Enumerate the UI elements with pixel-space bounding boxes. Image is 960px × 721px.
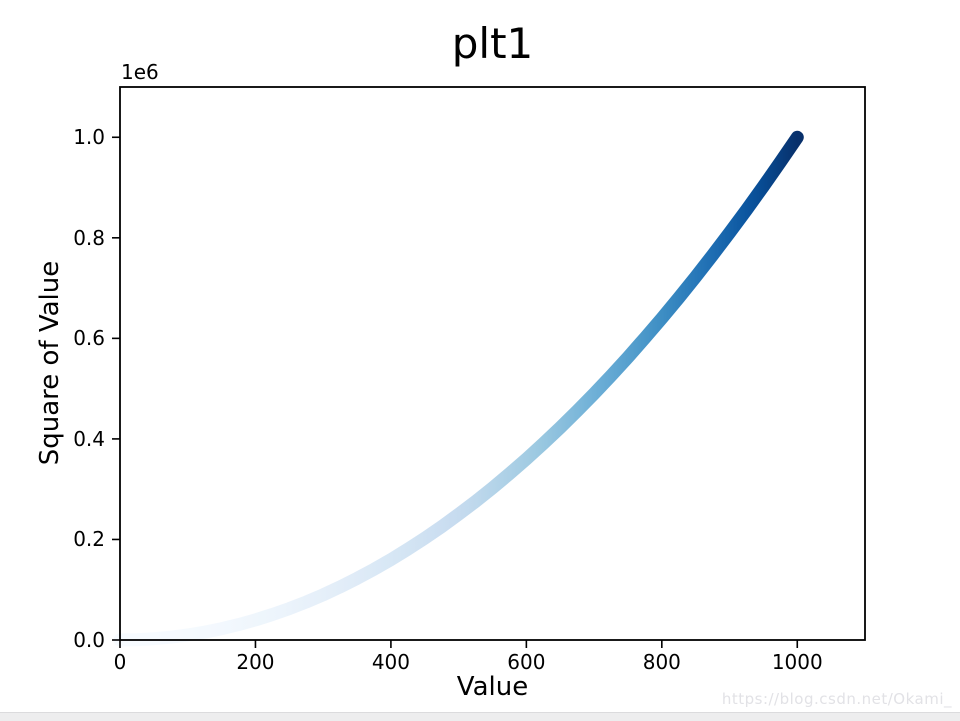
x-tick-label: 800 (642, 650, 681, 674)
chart-title: plt1 (451, 19, 534, 68)
y-tick-label: 0.0 (73, 628, 105, 652)
y-axis-label: Square of Value (35, 260, 65, 466)
data-series-curve (113, 130, 804, 647)
y-tick-label: 1.0 (73, 125, 105, 150)
y-axis-offset-text: 1e6 (121, 60, 159, 84)
x-tick-label: 200 (236, 650, 275, 674)
x-tick-label: 400 (371, 650, 410, 674)
x-axis-label: Value (456, 672, 529, 702)
axes-spines (119, 86, 866, 641)
y-tick-label: 0.2 (73, 527, 105, 552)
x-tick-label: 600 (507, 650, 546, 674)
x-tick-label: 1000 (771, 650, 823, 674)
watermark: https://blog.csdn.net/Okami_ (721, 690, 952, 708)
bottom-strip (0, 712, 960, 721)
y-tick-label: 0.4 (73, 426, 105, 451)
x-tick-label: 0 (113, 650, 127, 674)
y-tick-label: 0.8 (73, 225, 105, 250)
y-tick-label: 0.6 (73, 326, 105, 351)
